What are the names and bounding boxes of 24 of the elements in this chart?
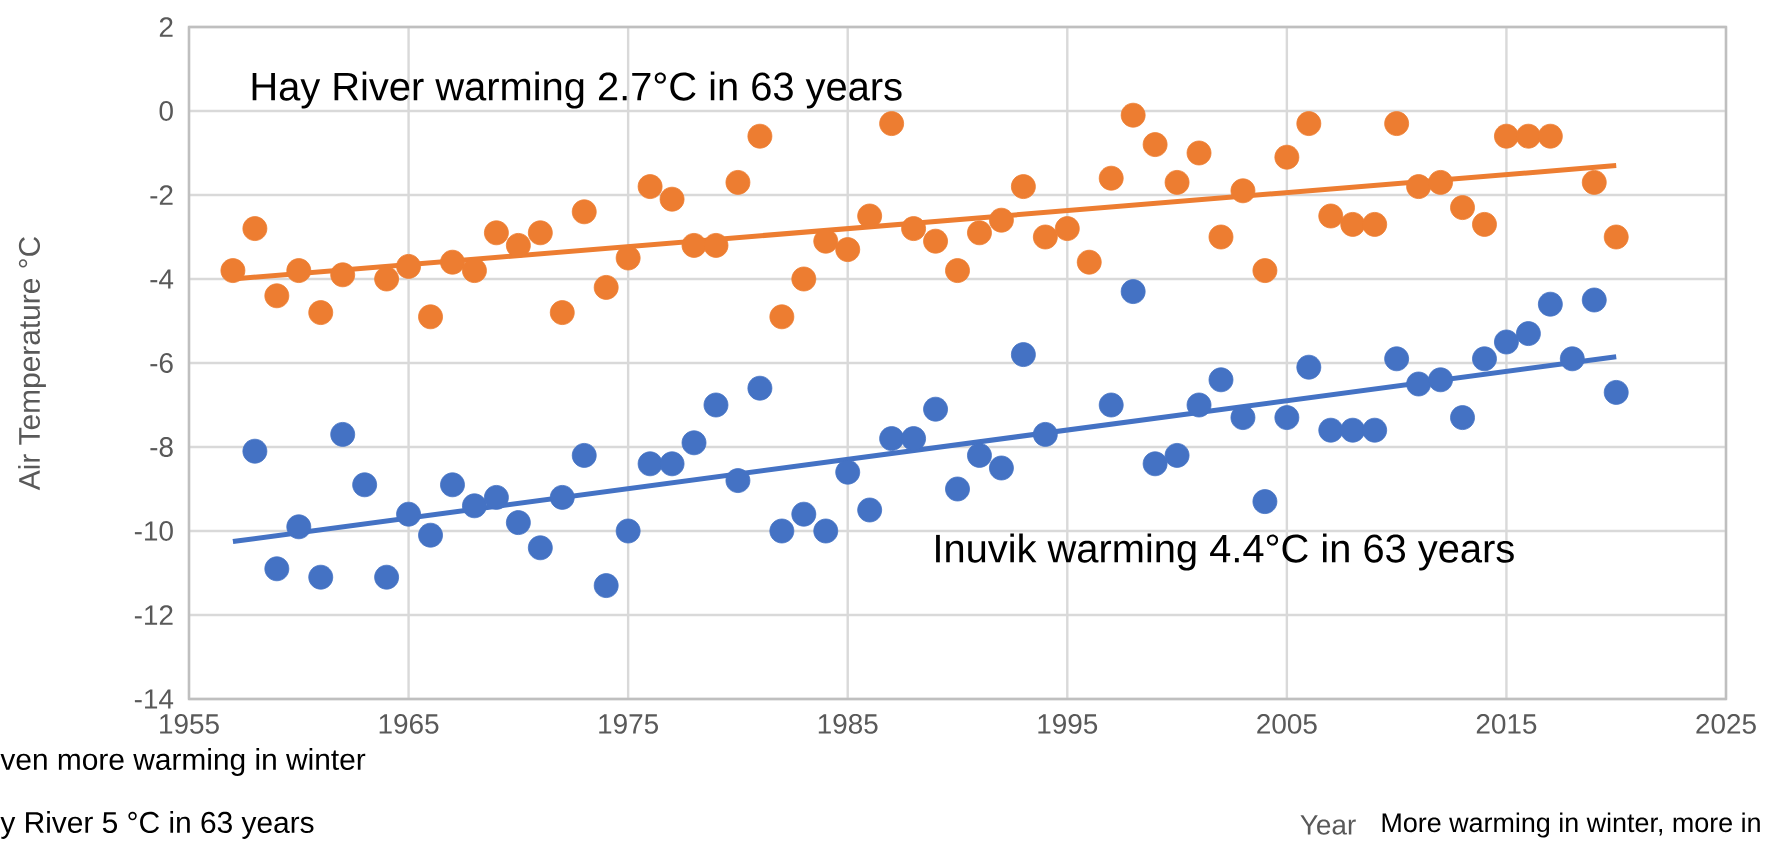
x-axis-title: Year bbox=[1300, 815, 1356, 835]
y-tick-label: -6 bbox=[150, 353, 173, 373]
y-tick-label: 0 bbox=[159, 101, 173, 121]
annotation: Hay River warming 2.7°C in 63 years bbox=[252, 71, 902, 109]
y-tick-label: -10 bbox=[134, 521, 173, 541]
y-tick-label: 2 bbox=[159, 17, 173, 37]
text: y River 5 °C in 63 years bbox=[0, 811, 314, 839]
x-tick-label: 1965 bbox=[379, 714, 439, 734]
x-tick-label: 2025 bbox=[1696, 714, 1756, 734]
y-tick-label: -8 bbox=[150, 437, 173, 457]
x-tick-label: 1995 bbox=[1038, 714, 1098, 734]
x-tick-label: 1985 bbox=[818, 714, 878, 734]
y-tick-label: -12 bbox=[134, 605, 173, 625]
x-tick-label: 1955 bbox=[160, 714, 219, 734]
annotation: Inuvik warming 4.4°C in 63 years bbox=[936, 533, 1514, 571]
y-tick-label: -4 bbox=[150, 269, 174, 289]
x-tick-label: 2005 bbox=[1257, 714, 1317, 734]
x-tick-label: 1975 bbox=[599, 714, 658, 734]
y-tick-label: -2 bbox=[150, 185, 173, 205]
y-tick-label: -14 bbox=[134, 689, 174, 709]
y-axis-title: Air Temperature °C bbox=[18, 236, 46, 491]
x-tick-label: 2015 bbox=[1476, 714, 1537, 734]
text: More warming in winter, more in bbox=[1382, 812, 1760, 838]
text: ven more warming in winter bbox=[0, 748, 366, 776]
